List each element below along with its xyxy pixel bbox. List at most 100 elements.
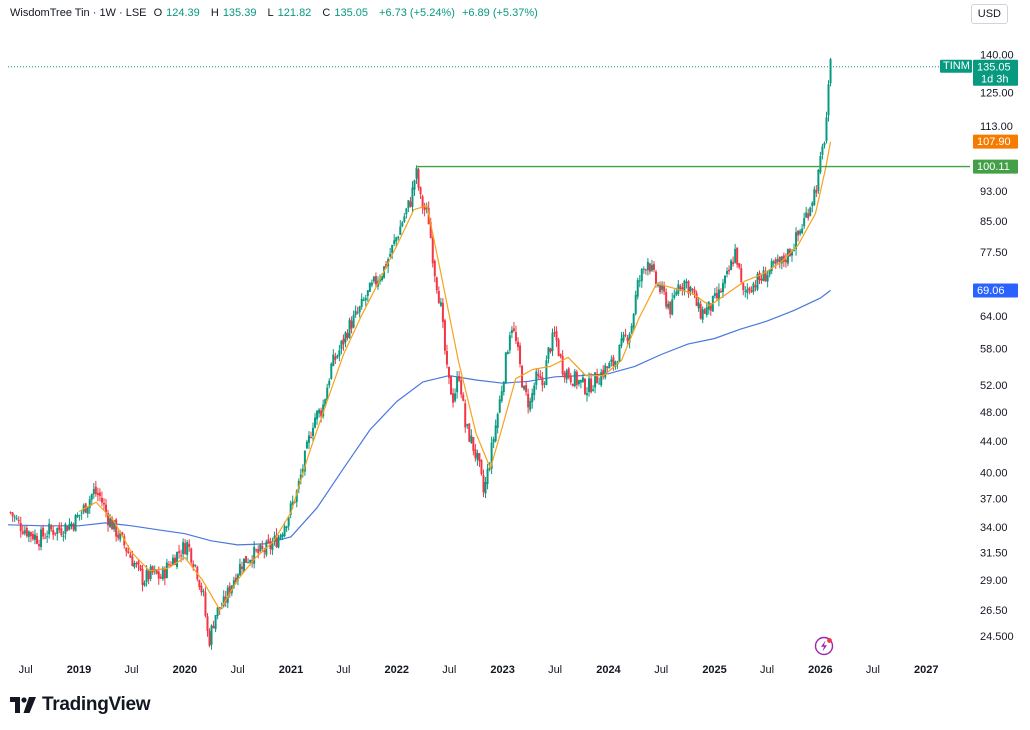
candle-body [431, 237, 434, 264]
candle-body [29, 532, 32, 536]
candle-body [569, 375, 572, 383]
candle-body [68, 523, 71, 530]
time-tick-label: 2022 [385, 664, 409, 676]
candle-body [263, 549, 266, 553]
candle-body [774, 259, 777, 264]
candle-body [15, 518, 18, 520]
candle-body [247, 562, 250, 564]
price-tick-label: 140.00 [980, 50, 1014, 62]
candle-body [456, 377, 459, 393]
candle-body [157, 571, 160, 579]
candle-body [253, 546, 256, 564]
candle-body [575, 371, 578, 385]
candle-body [94, 486, 97, 495]
candle-body [232, 580, 235, 588]
slow-ma-tag: 69.06 [977, 285, 1005, 297]
candle-body [395, 237, 398, 242]
candle-body [454, 393, 457, 401]
candle-body [452, 393, 455, 403]
candle-body [169, 564, 172, 566]
high-label: H [210, 7, 219, 19]
slow-moving-average-line [7, 289, 831, 546]
symbol-tag-bg [940, 59, 972, 73]
candle-body [502, 381, 505, 393]
candle-body [447, 366, 450, 378]
candle-body [74, 515, 77, 532]
candle-body [628, 333, 631, 343]
candles-group [9, 57, 832, 650]
candle-body [713, 293, 716, 296]
last-price-tag: 135.05 [977, 62, 1011, 74]
candle-body [88, 499, 91, 508]
candle-body [33, 534, 36, 540]
lightning-icon[interactable] [814, 636, 834, 656]
price-tick-label: 29.00 [980, 575, 1008, 587]
price-tick-label: 85.00 [980, 216, 1008, 228]
candle-body [222, 596, 225, 607]
candle-body [614, 361, 617, 367]
candle-body [137, 561, 140, 565]
candle-body [381, 275, 384, 281]
candle-body [344, 332, 347, 343]
candle-body [176, 552, 179, 568]
candle-body [216, 607, 219, 617]
candle-body [155, 569, 158, 574]
candle-body [393, 240, 396, 244]
candle-body [66, 526, 69, 532]
open-value: 124.39 [166, 7, 200, 19]
candle-body [145, 570, 148, 582]
candle-body [667, 303, 670, 308]
candle-body [340, 340, 343, 350]
candle-body [184, 543, 187, 555]
candle-body [786, 249, 789, 264]
high-value: 135.39 [222, 7, 257, 19]
candle-body [301, 469, 304, 473]
candle-body [267, 539, 270, 543]
candle-body [23, 530, 26, 534]
candle-body [673, 295, 676, 298]
time-tick-label: Jul [231, 664, 245, 676]
candle-body [695, 293, 698, 306]
time-axis[interactable]: Jul 2019 Jul 2020 Jul 2021 Jul 2022 Jul 2023 Jul 20… [19, 664, 939, 676]
candle-body [180, 555, 183, 557]
candle-body [243, 558, 246, 572]
price-axis[interactable]: 140.00 125.00 113.00 100.11 93.00 85.00 77.50 6… [980, 50, 1014, 643]
candle-body [721, 283, 724, 293]
candle-body [770, 261, 773, 272]
low-value: 121.82 [277, 7, 312, 19]
candle-body [324, 399, 327, 407]
candle-body [368, 282, 371, 292]
candle-body [174, 557, 177, 566]
symbol-title[interactable]: WisdomTree Tin · 1W · LSE [10, 7, 147, 19]
candle-body [305, 441, 308, 449]
candle-body [295, 490, 298, 503]
horizontal-lines-group[interactable] [8, 66, 970, 168]
candle-body [72, 524, 75, 530]
candle-body [803, 218, 806, 227]
candle-body [214, 615, 217, 630]
candle-body [699, 303, 702, 319]
candle-body [797, 230, 800, 236]
candle-body [612, 357, 615, 367]
time-tick-label: 2026 [808, 664, 832, 676]
candle-body [48, 523, 51, 535]
brand-name: TradingView [42, 694, 151, 715]
currency-button[interactable]: USD [970, 4, 1008, 24]
time-tick-label: Jul [866, 664, 880, 676]
candle-body [679, 286, 682, 290]
candle-body [397, 236, 400, 239]
price-tick-label: 52.00 [980, 380, 1008, 392]
candle-body [27, 531, 30, 537]
candle-body [117, 534, 120, 538]
fast-ma-tag: 107.90 [977, 136, 1011, 148]
candle-body [583, 378, 586, 395]
candle-body [433, 260, 436, 277]
candle-body [226, 587, 229, 603]
candle-body [123, 536, 126, 546]
candle-body [817, 169, 820, 191]
candle-body [545, 360, 548, 386]
symbol-tag: TINM [943, 60, 970, 72]
candle-body [602, 369, 605, 377]
tradingview-logo[interactable]: TradingView [10, 694, 151, 716]
